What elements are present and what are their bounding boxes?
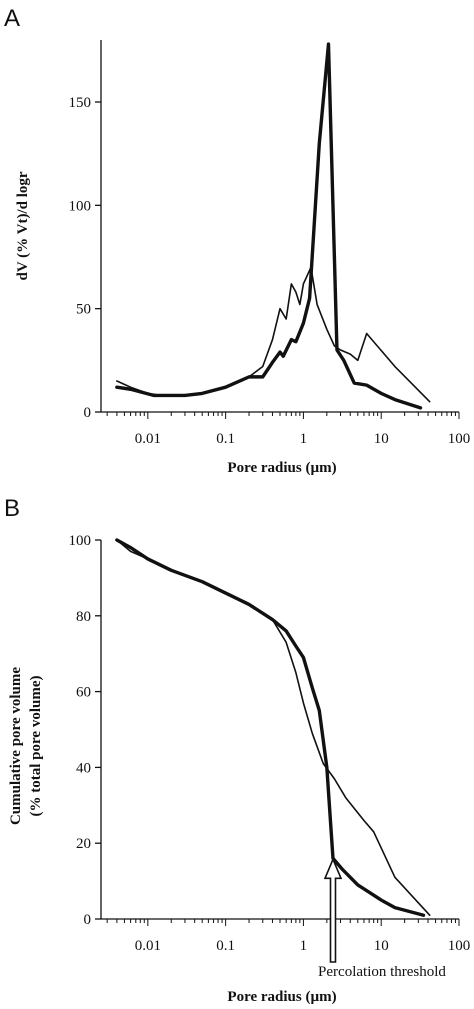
y-tick-label: 50 bbox=[76, 302, 91, 318]
x-axis-label-b: Pore radius (µm) bbox=[227, 989, 336, 1005]
y-axis-label-a: dV (% Vt)/d logr bbox=[15, 171, 31, 280]
y-tick-label: 150 bbox=[69, 95, 92, 111]
percolation-threshold-label: Percolation threshold bbox=[318, 964, 446, 980]
series-line-thin bbox=[116, 266, 431, 403]
y-tick-label: 0 bbox=[84, 912, 92, 928]
chart-panel-b: 0 20 40 60 80 100 0.01 0.1 1 10 100 bbox=[69, 533, 471, 963]
y-tick-label: 80 bbox=[76, 609, 91, 625]
y-tick-label: 100 bbox=[69, 533, 92, 549]
series-line-thick bbox=[115, 538, 426, 917]
x-tick-label: 100 bbox=[448, 938, 471, 954]
panel-letter-b: B bbox=[4, 495, 20, 522]
x-tick-label: 10 bbox=[374, 938, 389, 954]
x-tick-label: 0.01 bbox=[135, 431, 161, 447]
x-axis-label-a: Pore radius (µm) bbox=[227, 460, 336, 476]
x-tick-label: 100 bbox=[448, 431, 471, 447]
x-tick-label: 1 bbox=[300, 431, 308, 447]
y-axis-label-b-line2: (% total pore volume) bbox=[28, 676, 44, 817]
x-tick-label: 0.1 bbox=[216, 431, 235, 447]
y-tick-label: 20 bbox=[76, 836, 91, 852]
chart-panel-a: 0 50 100 150 0.01 0.1 1 10 100 bbox=[69, 40, 471, 447]
x-tick-label: 1 bbox=[300, 938, 308, 954]
series-line-thick bbox=[115, 42, 423, 410]
y-tick-label: 60 bbox=[76, 685, 91, 701]
y-tick-label: 40 bbox=[76, 760, 91, 776]
percolation-threshold-arrow bbox=[323, 857, 343, 963]
y-tick-label: 0 bbox=[84, 405, 92, 421]
y-axis-label-b-line1: Cumulative pore volume bbox=[8, 667, 24, 825]
x-tick-label: 0.01 bbox=[135, 938, 161, 954]
y-tick-label: 100 bbox=[69, 198, 92, 214]
panel-letter-a: A bbox=[4, 5, 20, 32]
series-line-thin bbox=[116, 539, 431, 917]
x-tick-label: 10 bbox=[374, 431, 389, 447]
x-tick-label: 0.1 bbox=[216, 938, 235, 954]
